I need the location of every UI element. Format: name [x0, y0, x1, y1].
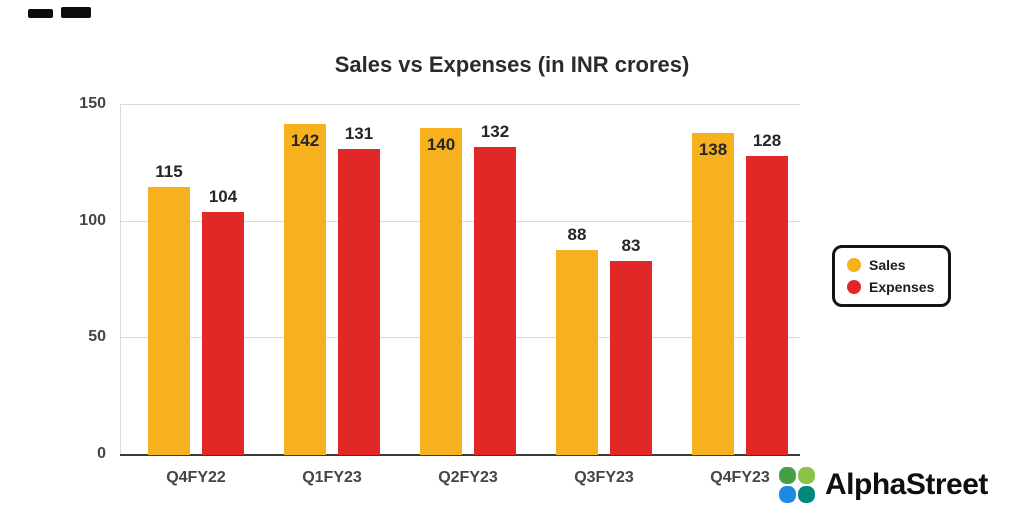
bar-value-label: 83: [621, 236, 641, 256]
x-axis-category-label: Q2FY23: [438, 469, 498, 486]
x-axis-category-label: Q4FY23: [710, 469, 770, 486]
y-axis-tick-label: 0: [97, 445, 106, 462]
x-axis-category-label: Q4FY22: [166, 469, 226, 486]
sales-bar: 88: [556, 225, 598, 455]
plot-area: 115 104 Q4FY22 142 131 Q1FY23 140 132 Q2FY23 88 83…: [120, 104, 800, 486]
bar-value-label: 115: [155, 161, 183, 181]
y-axis-tick-label: 100: [79, 211, 106, 229]
cropped-artifact-mark: [61, 7, 91, 18]
bar-value-label: 138: [698, 140, 728, 159]
bar-value-label: 142: [290, 130, 320, 150]
sales-bar: 140: [420, 128, 462, 455]
legend-item-sales: Sales: [847, 257, 934, 273]
alphastreet-logo: AlphaStreet: [778, 466, 988, 504]
x-axis-category-label: Q1FY23: [302, 469, 362, 486]
y-axis-tick-label: 150: [79, 95, 106, 112]
bar-value-label: 128: [752, 131, 782, 151]
legend-label-sales: Sales: [869, 257, 906, 273]
x-axis-category-label: Q3FY23: [574, 469, 634, 486]
sales-bar: 138: [692, 133, 734, 455]
bar-value-label: 140: [426, 135, 456, 155]
chart-title: Sales vs Expenses (in INR crores): [334, 52, 690, 77]
expenses-bar: 104: [202, 187, 244, 455]
legend: Sales Expenses: [832, 245, 952, 307]
legend-label-expenses: Expenses: [869, 279, 935, 295]
sales-bar: 142: [284, 123, 326, 455]
bar-value-label: 131: [344, 124, 374, 144]
bar-value-label: 104: [208, 187, 238, 207]
alphastreet-logo-text: AlphaStreet: [825, 468, 988, 501]
expenses-bar: 131: [338, 124, 380, 455]
expenses-bar: 83: [610, 236, 652, 455]
gridline: [120, 104, 800, 105]
legend-dot-expenses: [847, 280, 861, 294]
sales-bar: 115: [148, 162, 190, 455]
y-axis-tick-label: 50: [88, 328, 106, 346]
expenses-bar: 128: [746, 131, 788, 455]
legend-item-expenses: Expenses: [847, 279, 934, 295]
cropped-artifact-mark: [28, 9, 53, 18]
x-axis-baseline: [120, 454, 800, 456]
bar-value-label: 132: [480, 122, 510, 141]
bar-value-label: 88: [567, 224, 587, 244]
y-axis-line: [120, 105, 121, 455]
legend-dot-sales: [847, 258, 861, 272]
expenses-bar: 132: [474, 122, 516, 455]
alphastreet-logo-icon: [779, 467, 815, 503]
